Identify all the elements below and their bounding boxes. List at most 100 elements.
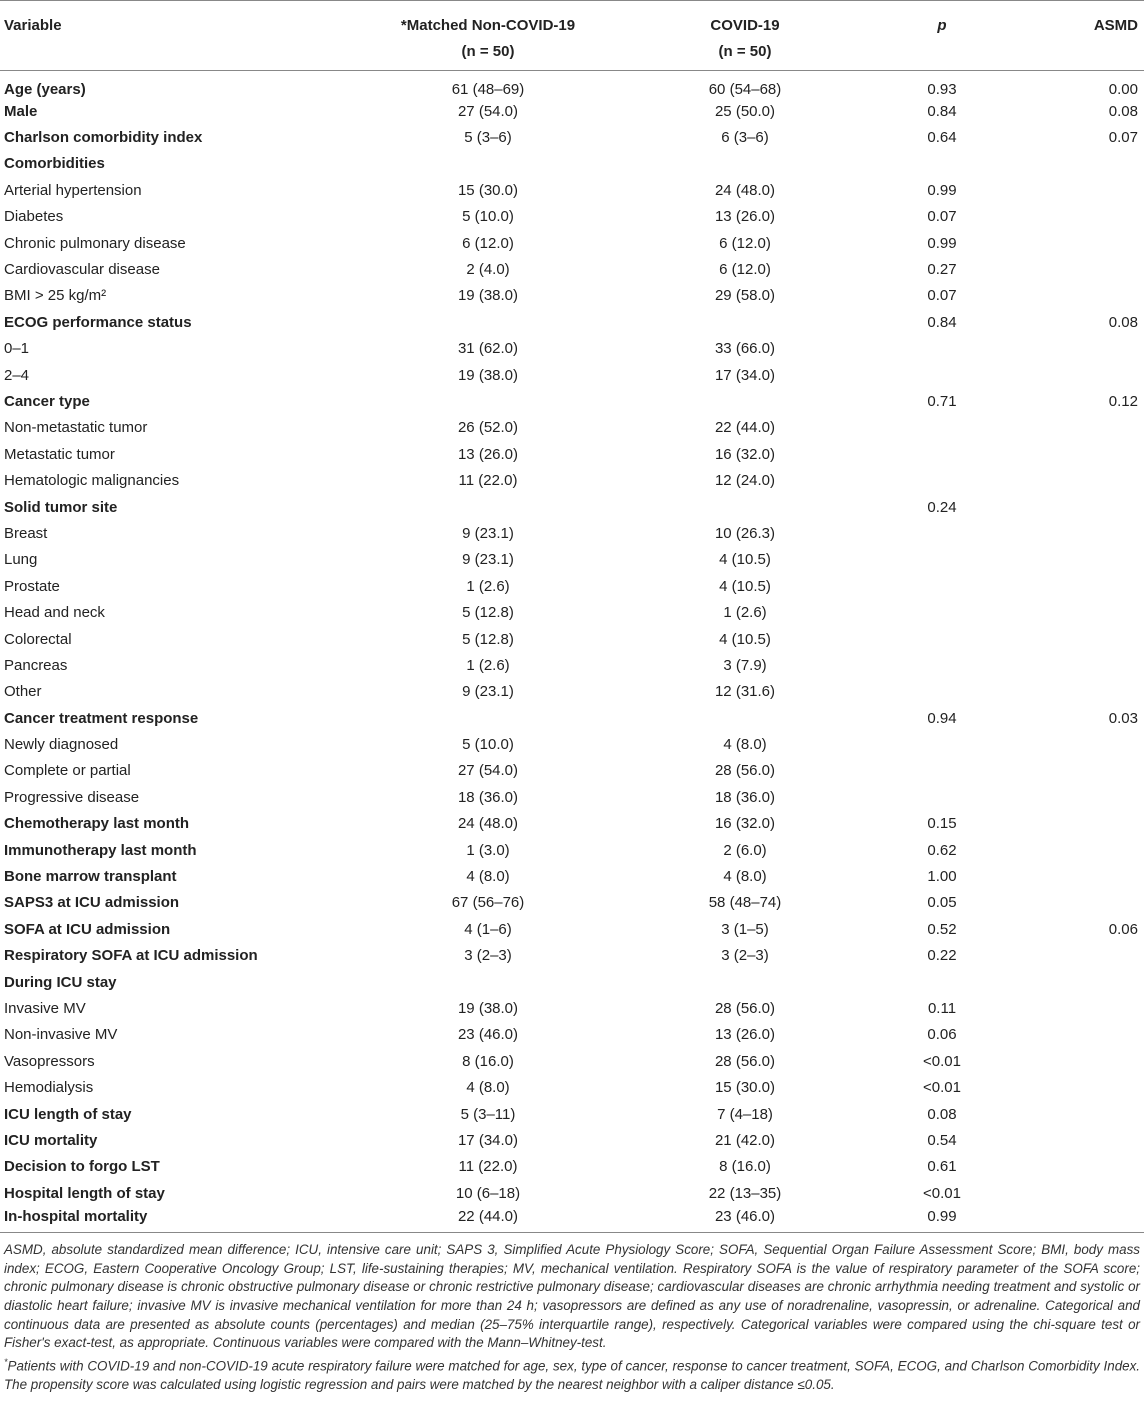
table-row: Cancer treatment response 0.94 0.03: [0, 705, 1144, 731]
table-row: SOFA at ICU admission 4 (1–6) 3 (1–5) 0.52 0…: [0, 916, 1144, 942]
abbreviations-note: ASMD, absolute standardized mean differe…: [4, 1242, 1140, 1351]
matched-cell: 3 (2–3): [464, 947, 512, 965]
table-row: Head and neck 5 (12.8) 1 (2.6): [0, 599, 1144, 625]
p-cell: [874, 441, 1010, 467]
table-row: Age (years) 61 (48–69) 60 (54–68) 0.93 0.00: [0, 71, 1144, 98]
table-row: 2–4 19 (38.0) 17 (34.0): [0, 362, 1144, 388]
covid-cell: 8 (16.0): [719, 1158, 771, 1176]
variable-cell: Invasive MV: [4, 999, 86, 1017]
matched-cell: 61 (48–69): [451, 81, 525, 98]
asmd-cell: [1010, 890, 1144, 916]
covid-cell: 15 (30.0): [714, 1079, 776, 1097]
covid-cell: 1 (2.6): [723, 604, 767, 622]
table-row: Non-metastatic tumor 26 (52.0) 22 (44.0): [0, 415, 1144, 441]
asmd-cell: [1010, 494, 1144, 520]
matched-cell: 31 (62.0): [457, 340, 519, 358]
matched-cell: 27 (54.0): [457, 762, 519, 780]
variable-cell: Non-metastatic tumor: [4, 419, 148, 437]
header-cell: ASMD: [1010, 0, 1144, 71]
covid-cell: 22 (44.0): [714, 419, 776, 437]
matched-cell: 15 (30.0): [457, 181, 519, 199]
matched-cell: 11 (22.0): [458, 1158, 518, 1176]
asmd-cell: [1010, 151, 1144, 177]
p-cell: 0.62: [927, 841, 957, 859]
p-cell: [874, 362, 1010, 388]
covid-cell: [616, 151, 874, 177]
asmd-cell: [1010, 1074, 1144, 1100]
variable-cell: Charlson comorbidity index: [4, 129, 203, 147]
table-row: Chronic pulmonary disease 6 (12.0) 6 (12.0…: [0, 230, 1144, 256]
asmd-cell: [1010, 1101, 1144, 1127]
p-cell: [874, 599, 1010, 625]
matching-text: Patients with COVID-19 and non-COVID-19 …: [4, 1358, 1140, 1392]
table-row: Arterial hypertension 15 (30.0) 24 (48.0) 0…: [0, 177, 1144, 203]
asmd-cell: [1010, 837, 1144, 863]
covid-cell: 12 (24.0): [714, 472, 776, 490]
asmd-cell: [1010, 731, 1144, 757]
asmd-cell: [1010, 467, 1144, 493]
asmd-cell: 0.03: [1108, 709, 1138, 727]
matched-cell: 19 (38.0): [457, 999, 519, 1017]
variable-cell: Cancer treatment response: [4, 709, 199, 727]
header-cell: *Matched Non-COVID-19 (n = 50): [360, 0, 616, 71]
matched-cell: [360, 309, 616, 335]
matched-cell: 1 (3.0): [466, 841, 510, 859]
asmd-cell: [1010, 1154, 1144, 1180]
matched-cell: 1 (2.6): [466, 577, 510, 595]
p-cell: 0.05: [927, 894, 957, 912]
matched-cell: 5 (12.8): [462, 604, 514, 622]
p-cell: [874, 679, 1010, 705]
table-row: Metastatic tumor 13 (26.0) 16 (32.0): [0, 441, 1144, 467]
table-row: Solid tumor site 0.24: [0, 494, 1144, 520]
covid-cell: 4 (10.5): [719, 577, 771, 595]
variable-cell: Lung: [4, 551, 38, 569]
table-row: Vasopressors 8 (16.0) 28 (56.0) <0.01: [0, 1048, 1144, 1074]
covid-cell: 17 (34.0): [714, 366, 776, 384]
asmd-cell: [1010, 256, 1144, 282]
asmd-cell: 0.08: [1108, 313, 1138, 331]
table-row: Male 27 (54.0) 25 (50.0) 0.84 0.08: [0, 98, 1144, 124]
variable-cell: Comorbidities: [4, 155, 105, 173]
header-cell: p: [874, 0, 1010, 71]
asmd-cell: [1010, 204, 1144, 230]
covid-cell: [616, 494, 874, 520]
p-cell: 0.61: [927, 1158, 957, 1176]
table-row: Decision to forgo LST 11 (22.0) 8 (16.0) 0.…: [0, 1154, 1144, 1180]
variable-cell: In-hospital mortality: [0, 1206, 360, 1234]
matched-cell: [360, 494, 616, 520]
p-cell: <0.01: [923, 1052, 961, 1070]
covid-cell: 4 (8.0): [723, 868, 767, 886]
variable-cell: Prostate: [4, 577, 60, 595]
header-text: *Matched Non-COVID-19: [400, 17, 576, 34]
asmd-cell: [1010, 415, 1144, 441]
asmd-cell: [1010, 969, 1144, 995]
table-row: Cardiovascular disease 2 (4.0) 6 (12.0) 0.2…: [0, 256, 1144, 282]
p-cell: [874, 573, 1010, 599]
header-row: Variable *Matched Non-COVID-19 (n = 50) C…: [0, 0, 1144, 71]
variable-cell: Male: [4, 102, 38, 120]
asmd-cell: [1010, 758, 1144, 784]
p-cell: [874, 758, 1010, 784]
p-cell: [874, 520, 1010, 546]
covid-cell: 22 (13–35): [708, 1184, 782, 1202]
p-cell: [874, 151, 1010, 177]
p-cell: [874, 626, 1010, 652]
variable-cell: 0–1: [4, 340, 30, 358]
matched-cell: 5 (3–6): [464, 129, 512, 147]
header-cell: Variable: [0, 0, 360, 71]
table-row: Chemotherapy last month 24 (48.0) 16 (32.0…: [0, 811, 1144, 837]
header-text: ASMD: [1093, 17, 1138, 34]
variable-cell: Diabetes: [4, 208, 64, 226]
header-text: Variable: [4, 17, 62, 34]
asmd-cell: [1010, 177, 1144, 203]
p-cell: [874, 415, 1010, 441]
table-row: Breast 9 (23.1) 10 (26.3): [0, 520, 1144, 546]
asmd-cell: [1010, 1022, 1144, 1048]
variable-cell: ECOG performance status: [4, 313, 192, 331]
covid-cell: 21 (42.0): [714, 1131, 776, 1149]
variable-cell: Head and neck: [4, 604, 105, 622]
asmd-cell: 0.00: [1108, 81, 1138, 98]
matching-note: *Patients with COVID-19 and non-COVID-19…: [4, 1353, 1140, 1395]
covid-cell: 29 (58.0): [714, 287, 776, 305]
